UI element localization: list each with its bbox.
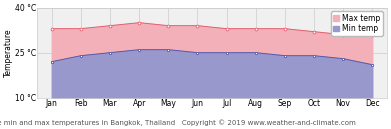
Y-axis label: Temperature: Temperature: [4, 28, 13, 77]
Legend: Max temp, Min temp: Max temp, Min temp: [331, 11, 383, 36]
Text: Average min and max temperatures in Bangkok, Thailand   Copyright © 2019 www.wea: Average min and max temperatures in Bang…: [0, 120, 355, 126]
